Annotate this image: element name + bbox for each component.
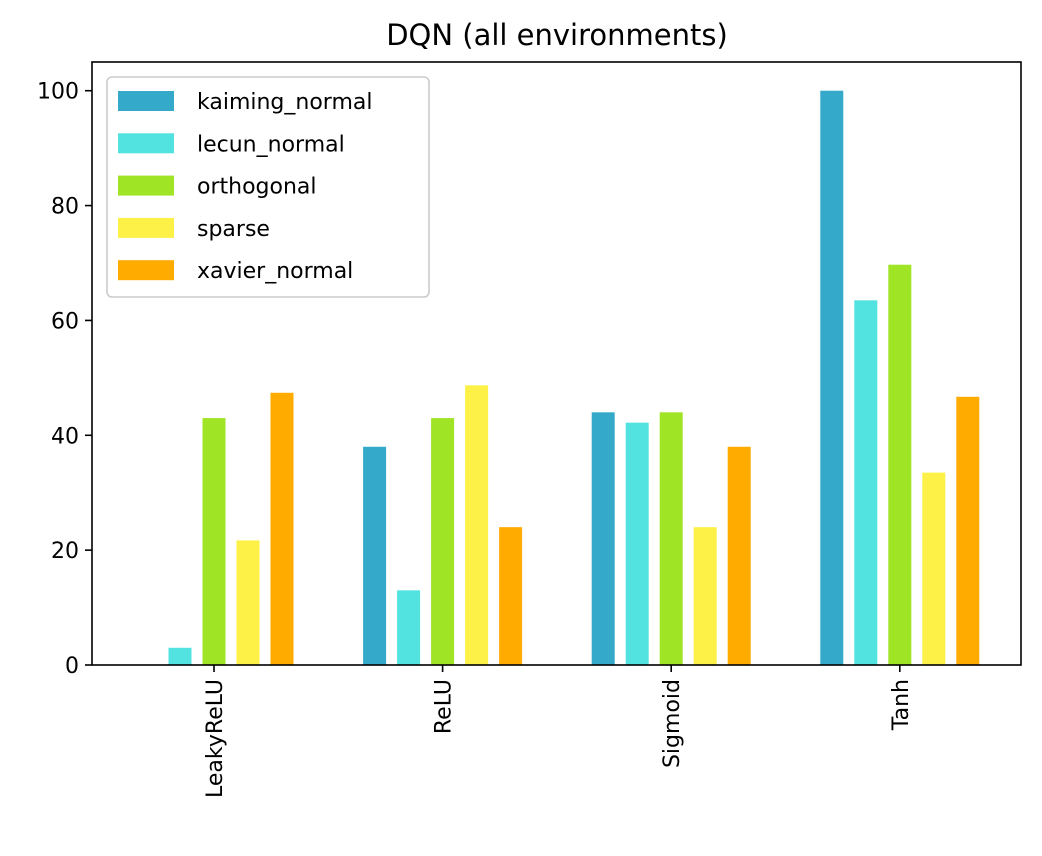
y-axis: 0 20 40 60 80 100: [37, 80, 92, 679]
bar-sparse-relu: [465, 385, 489, 665]
bars: [168, 90, 980, 665]
x-tick-label: Tanh: [889, 679, 914, 731]
legend-swatch-xavier_normal: [118, 260, 174, 281]
bar-kaiming_normal-sigmoid: [591, 412, 615, 665]
bar-lecun_normal-sigmoid: [625, 422, 649, 665]
x-tick-label: LeakyReLU: [203, 679, 228, 798]
legend-label-sparse: sparse: [197, 217, 270, 242]
bar-lecun_normal-tanh: [854, 300, 878, 665]
x-axis: LeakyReLU ReLU Sigmoid Tanh: [203, 665, 914, 798]
bar-orthogonal-sigmoid: [659, 412, 683, 665]
bar-xavier_normal-leakyrelu: [270, 392, 294, 665]
legend-swatch-sparse: [118, 217, 174, 238]
bar-orthogonal-leakyrelu: [202, 418, 226, 665]
legend-label-orthogonal: orthogonal: [197, 175, 317, 200]
bar-xavier_normal-relu: [499, 527, 523, 665]
bar-lecun_normal-leakyrelu: [168, 647, 192, 665]
y-tick-label: 20: [51, 539, 79, 564]
bar-sparse-leakyrelu: [236, 540, 260, 665]
bar-xavier_normal-sigmoid: [727, 446, 751, 665]
legend: kaiming_normal lecun_normal orthogonal spar…: [106, 76, 430, 298]
y-tick-label: 60: [51, 309, 79, 334]
plot-frame: [91, 61, 1022, 666]
bar-xavier_normal-tanh: [956, 396, 980, 665]
legend-label-kaiming_normal: kaiming_normal: [197, 90, 372, 115]
legend-label-xavier_normal: xavier_normal: [197, 259, 353, 284]
chart-title: DQN (all environments): [386, 18, 728, 52]
legend-swatch-orthogonal: [118, 175, 174, 196]
legend-label-lecun_normal: lecun_normal: [197, 132, 345, 157]
legend-swatch-lecun_normal: [118, 133, 174, 154]
bar-kaiming_normal-tanh: [820, 90, 844, 665]
y-tick-label: 100: [37, 80, 79, 105]
y-tick-label: 80: [51, 195, 79, 220]
x-tick-label: ReLU: [432, 679, 457, 734]
y-tick-label: 40: [51, 424, 79, 449]
bar-sparse-sigmoid: [693, 527, 717, 665]
y-tick-label: 0: [65, 654, 79, 679]
bar-orthogonal-relu: [431, 418, 455, 665]
bar-sparse-tanh: [922, 472, 946, 665]
bar-lecun_normal-relu: [397, 590, 421, 665]
legend-box: [106, 76, 430, 298]
x-tick-label: Sigmoid: [660, 679, 685, 768]
bar-kaiming_normal-relu: [363, 446, 387, 665]
legend-swatch-kaiming_normal: [118, 91, 174, 111]
bar-orthogonal-tanh: [888, 264, 912, 665]
